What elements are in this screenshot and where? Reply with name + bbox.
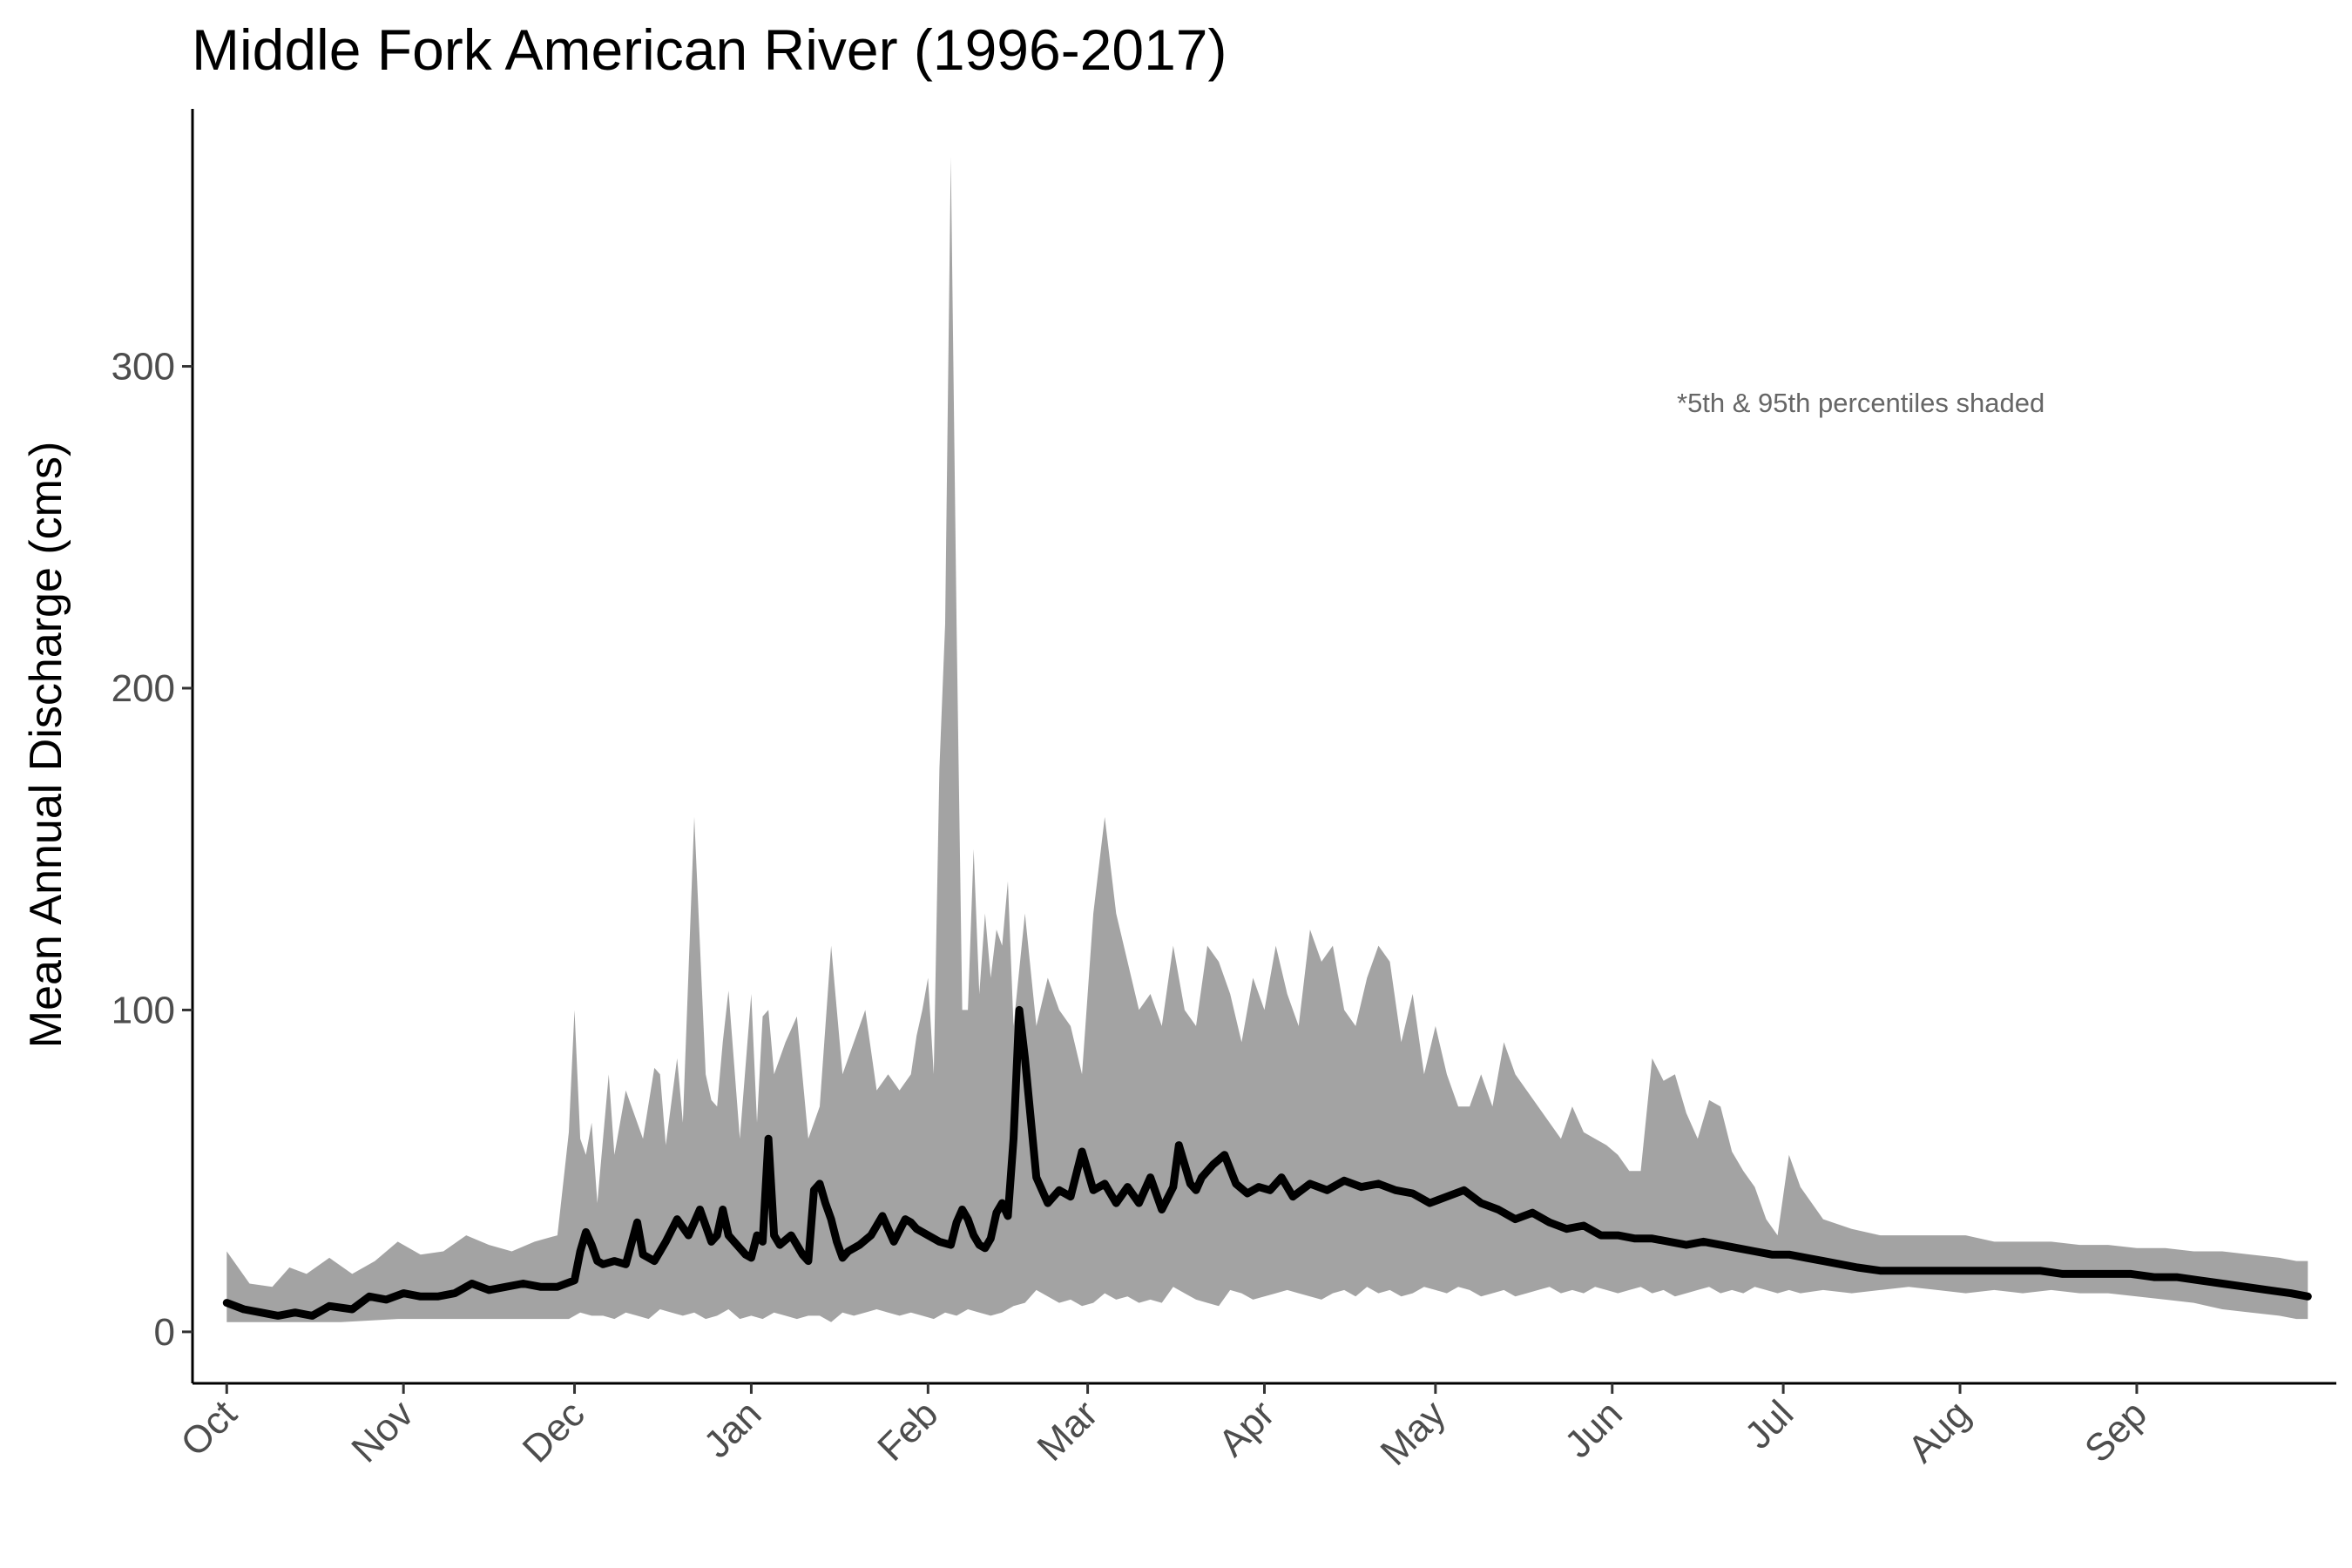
- y-tick-label: 200: [112, 667, 175, 710]
- y-tick-label: 300: [112, 346, 175, 389]
- plot-area: [222, 157, 2312, 1322]
- x-tick-label-sep: Sep: [2077, 1392, 2155, 1470]
- x-tick-label-mar: Mar: [1029, 1392, 1105, 1469]
- x-tick-label-apr: Apr: [1210, 1392, 1282, 1464]
- percentile-note: *5th & 95th percentiles shaded: [1677, 388, 2044, 418]
- mean-discharge-line: [222, 1005, 2312, 1320]
- y-tick-label: 0: [154, 1311, 175, 1354]
- y-axis-label: Mean Annual Discharge (cms): [21, 442, 71, 1049]
- x-tick-label-jul: Jul: [1737, 1392, 1801, 1456]
- x-tick-label-may: May: [1373, 1392, 1454, 1473]
- chart-title: Middle Fork American River (1996-2017): [192, 17, 1227, 82]
- x-tick-label-feb: Feb: [869, 1392, 946, 1469]
- y-axis-ticks: 0 100 200 300: [112, 346, 193, 1354]
- x-tick-label-aug: Aug: [1900, 1392, 1978, 1470]
- y-tick-label: 100: [112, 989, 175, 1031]
- x-tick-label-nov: Nov: [343, 1392, 422, 1470]
- x-tick-label-oct: Oct: [172, 1392, 245, 1464]
- x-axis-ticks: Oct Nov Dec Jan Feb Mar Apr May Jun Jul Aug Sep: [172, 1383, 2155, 1474]
- percentile-band: [226, 157, 2308, 1322]
- x-tick-label-jun: Jun: [1557, 1392, 1631, 1466]
- x-tick-label-jan: Jan: [696, 1392, 770, 1466]
- x-tick-label-dec: Dec: [515, 1392, 593, 1470]
